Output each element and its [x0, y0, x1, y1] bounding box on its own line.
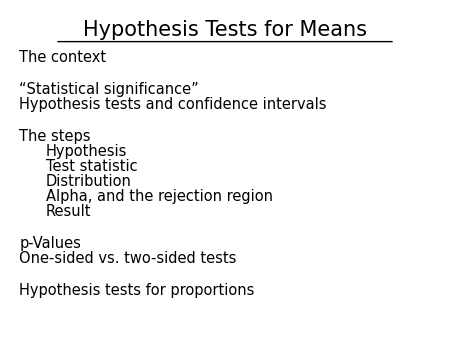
- Text: Distribution: Distribution: [46, 174, 132, 189]
- Text: “Statistical significance”: “Statistical significance”: [19, 82, 199, 97]
- Text: Hypothesis Tests for Means: Hypothesis Tests for Means: [83, 20, 367, 40]
- Text: p-Values: p-Values: [19, 236, 81, 251]
- Text: Test statistic: Test statistic: [46, 159, 138, 174]
- Text: Alpha, and the rejection region: Alpha, and the rejection region: [46, 189, 273, 204]
- Text: Result: Result: [46, 204, 92, 219]
- Text: Hypothesis: Hypothesis: [46, 144, 127, 159]
- Text: Hypothesis tests and confidence intervals: Hypothesis tests and confidence interval…: [19, 97, 327, 112]
- Text: The context: The context: [19, 50, 106, 65]
- Text: Hypothesis tests for proportions: Hypothesis tests for proportions: [19, 283, 255, 298]
- Text: One-sided vs. two-sided tests: One-sided vs. two-sided tests: [19, 251, 237, 266]
- Text: The steps: The steps: [19, 129, 91, 144]
